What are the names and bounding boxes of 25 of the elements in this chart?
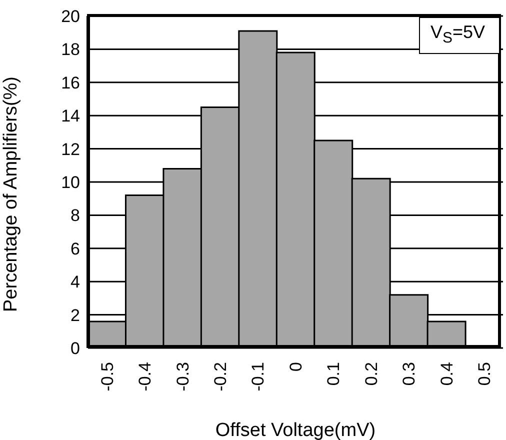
x-tick-label: 0.1 [324, 362, 344, 386]
y-tick-label: 12 [61, 140, 80, 159]
y-tick-label: 16 [61, 73, 80, 92]
annotation: V$_{S}$=5V [419, 17, 500, 54]
y-tick-label: 14 [61, 106, 80, 126]
y-axis-title: Percentage of Amplifiers(%) [0, 76, 22, 312]
x-tick-label: -0.4 [136, 362, 155, 392]
y-tick-label: 6 [70, 239, 80, 258]
y-tick-label: 20 [61, 7, 80, 26]
x-tick-label: 0.3 [400, 362, 419, 386]
x-tick-label: 0.4 [437, 362, 456, 386]
y-tick-label: 18 [61, 40, 80, 60]
y-tick-label: 2 [70, 306, 80, 325]
y-tick-label: 0 [70, 339, 80, 358]
x-axis-title: Offset Voltage(mV) [215, 420, 376, 440]
x-tick-label: 0 [286, 362, 306, 372]
x-tick-label: 0.5 [475, 362, 494, 386]
x-tick-label: -0.2 [210, 362, 230, 392]
y-tick-label: 10 [61, 173, 80, 192]
x-tick-label: -0.3 [173, 362, 192, 392]
x-tick-label: 0.2 [362, 362, 381, 386]
x-tick-label: -0.5 [98, 362, 117, 392]
y-tick-label: 8 [70, 206, 80, 226]
x-tick-label: -0.1 [248, 362, 268, 392]
y-tick-label: 4 [70, 272, 80, 292]
